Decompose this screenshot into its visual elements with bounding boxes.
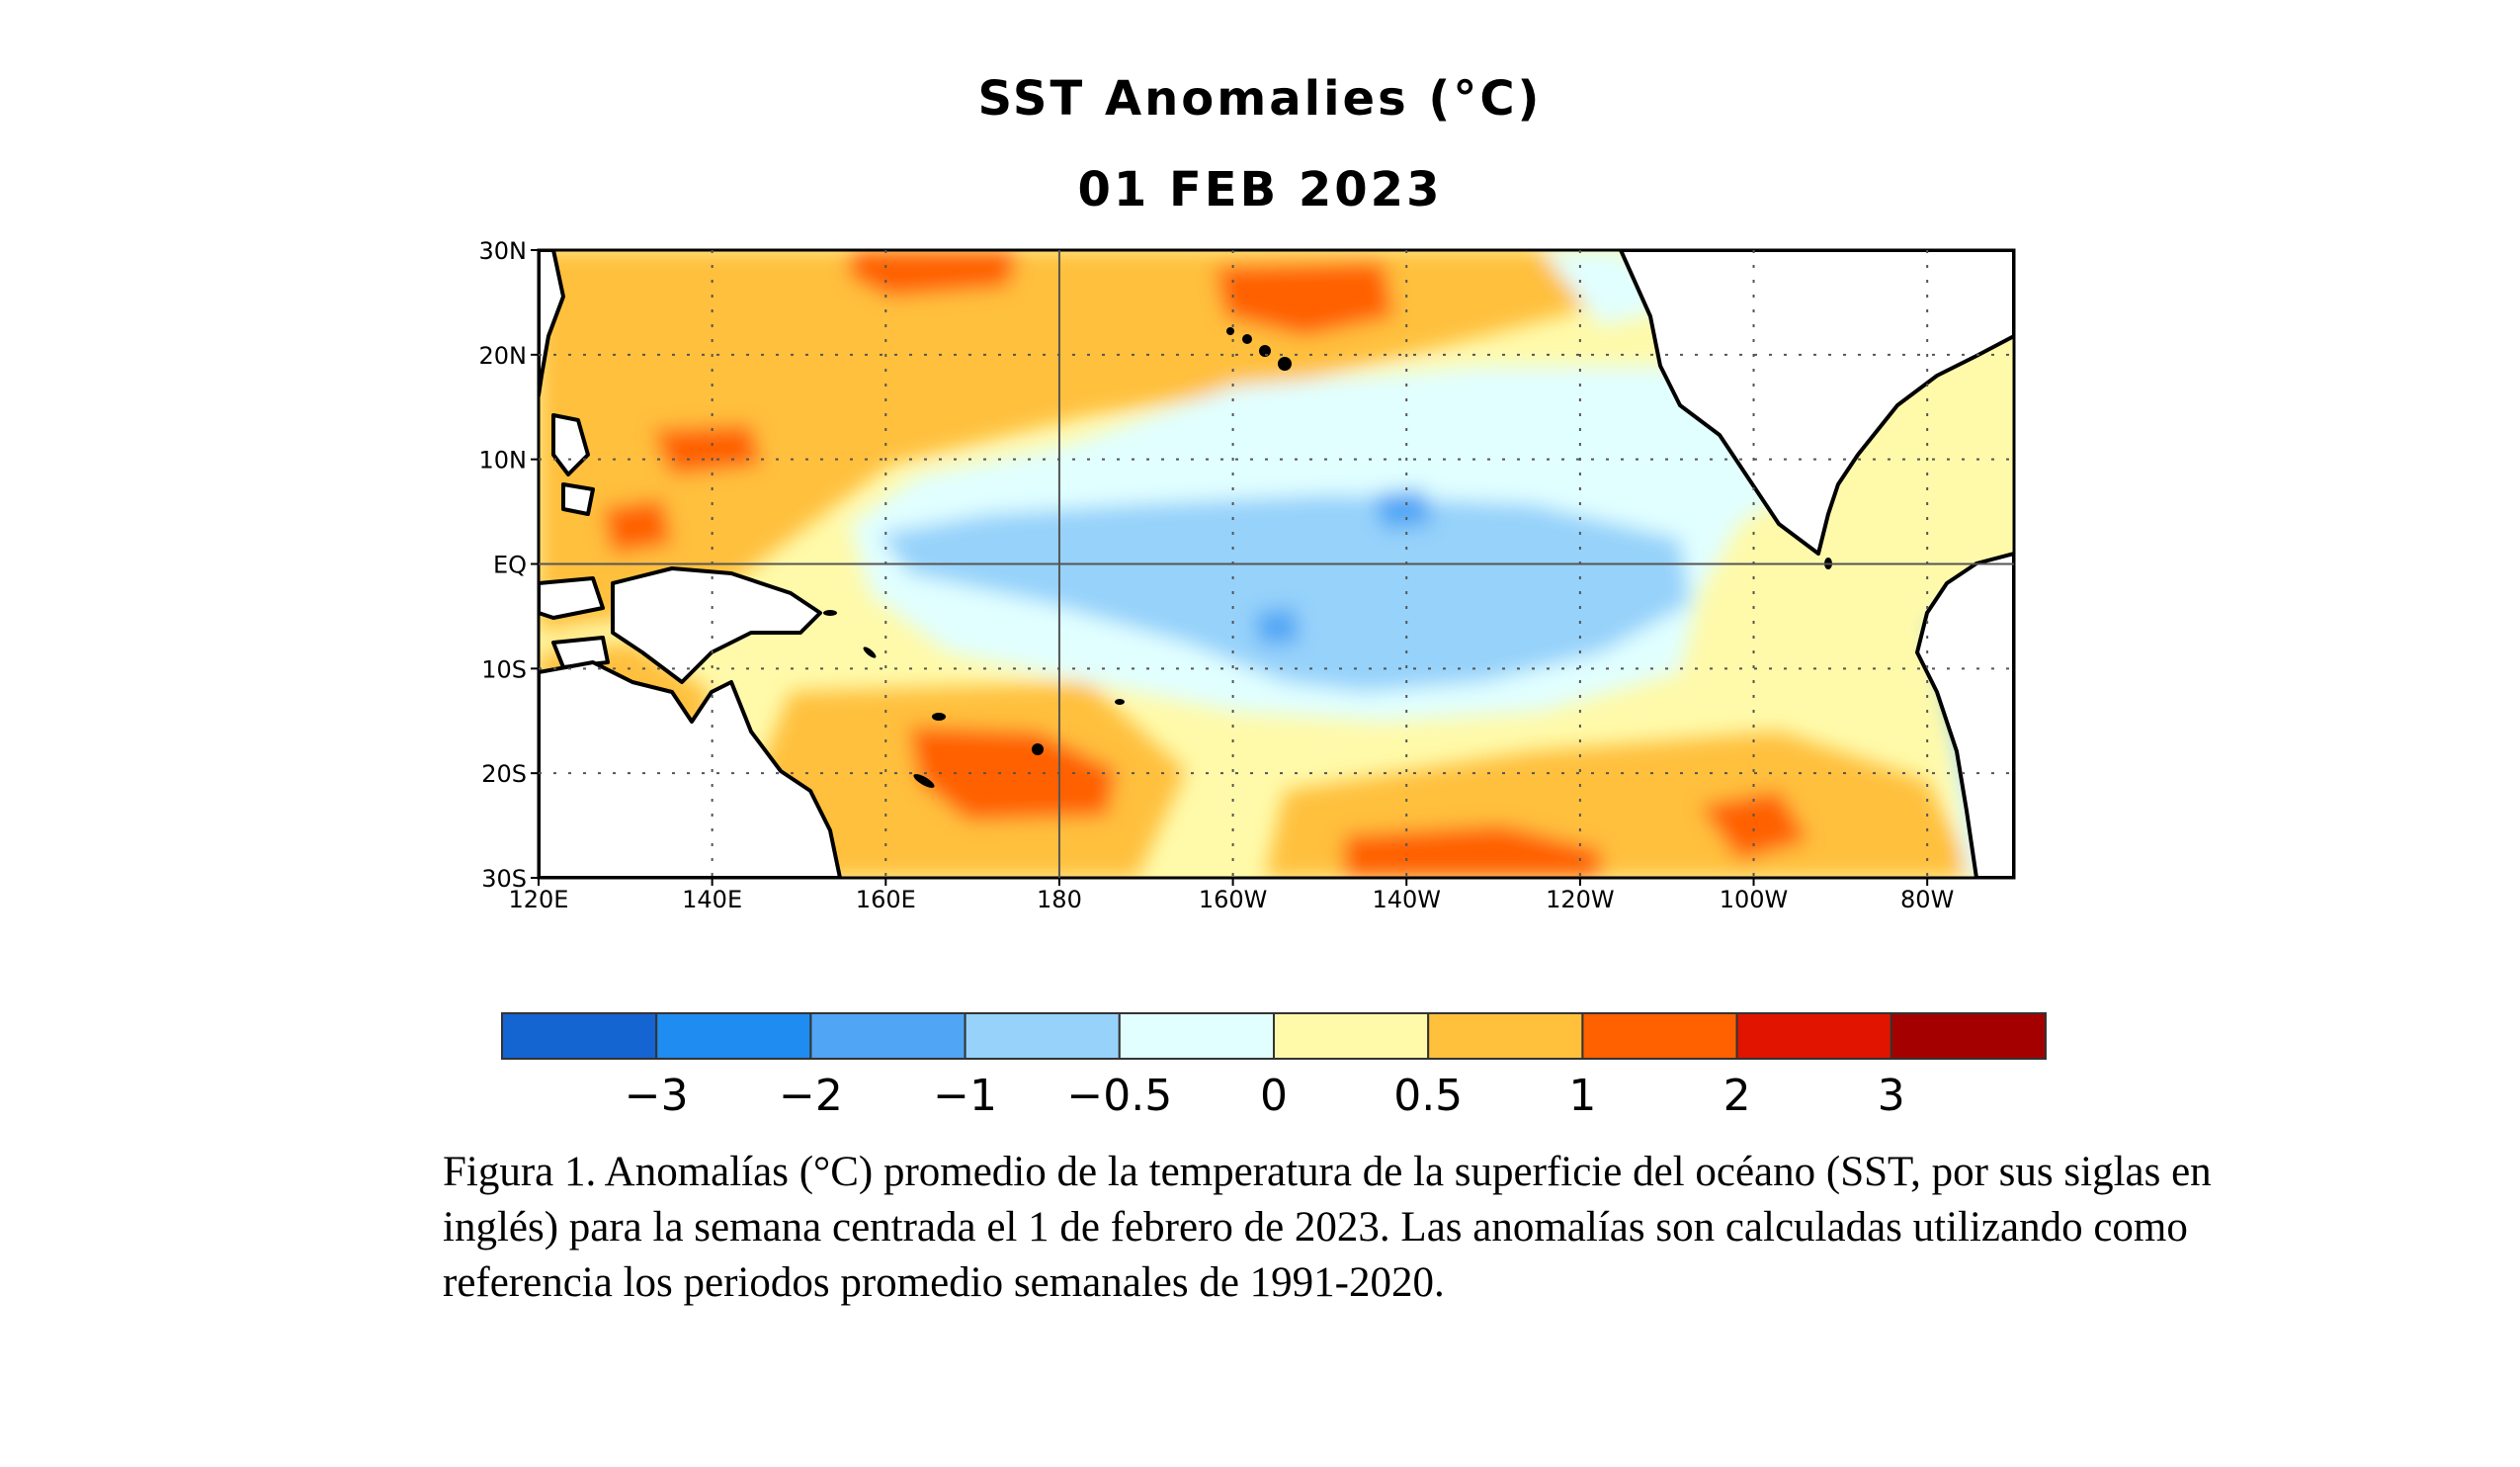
lat-tick-label: EQ (493, 552, 527, 579)
colorbar-label: 0 (1260, 1071, 1288, 1121)
lat-tick-label: 20N (479, 342, 528, 370)
colorbar-label: 2 (1723, 1071, 1751, 1121)
lat-tick-label: 10S (481, 655, 527, 683)
colorbar-swatch (964, 1012, 1121, 1060)
colorbar-label: 0.5 (1393, 1071, 1463, 1121)
colorbar-swatch (1581, 1012, 1738, 1060)
colorbar-label: 3 (1878, 1071, 1905, 1121)
lon-tick-label: 120E (509, 886, 569, 913)
colorbar-swatch (1427, 1012, 1584, 1060)
longitude-labels: 120E 140E 160E 180 160W 140W 120W 100W 80W (509, 878, 1954, 913)
pacific-islands (823, 558, 1832, 788)
lon-tick-label: 160W (1199, 886, 1268, 913)
colorbar-swatch (501, 1012, 658, 1060)
colorbar-label: −3 (625, 1071, 689, 1121)
colorbar-swatch (655, 1012, 812, 1060)
latitude-labels: 30N 20N 10N EQ 10S 20S 30S (479, 237, 539, 893)
land (539, 250, 2014, 878)
colorbar-swatch (1890, 1012, 2048, 1060)
lon-tick-label: 180 (1037, 886, 1082, 913)
colorbar-label: 1 (1568, 1071, 1596, 1121)
colorbar-swatch (1273, 1012, 1430, 1060)
colorbar-label: −1 (933, 1071, 997, 1121)
map-grid (539, 250, 2014, 878)
colorbar-label: −0.5 (1066, 1071, 1172, 1121)
lon-tick-label: 80W (1900, 886, 1954, 913)
lon-tick-label: 140W (1372, 886, 1441, 913)
lon-tick-label: 100W (1720, 886, 1789, 913)
map-date: 01 FEB 2023 (1077, 162, 1443, 217)
colorbar-swatch (809, 1012, 966, 1060)
lat-tick-label: 10N (479, 447, 528, 475)
colorbar: −3 −2 −1 −0.5 0 0.5 1 2 3 (501, 1012, 2048, 1121)
colorbar-label: −2 (779, 1071, 843, 1121)
lon-tick-label: 160E (856, 886, 916, 913)
lon-tick-label: 140E (682, 886, 742, 913)
lat-tick-label: 30N (479, 237, 528, 265)
colorbar-swatch (1118, 1012, 1276, 1060)
map-title: SST Anomalies (°C) (977, 71, 1543, 127)
lat-tick-label: 30S (481, 865, 527, 893)
colorbar-swatch (1735, 1012, 1892, 1060)
lat-tick-label: 20S (481, 760, 527, 788)
lon-tick-label: 120W (1546, 886, 1615, 913)
figure-caption: Figura 1. Anomalías (°C) promedio de la … (443, 1149, 2212, 1306)
